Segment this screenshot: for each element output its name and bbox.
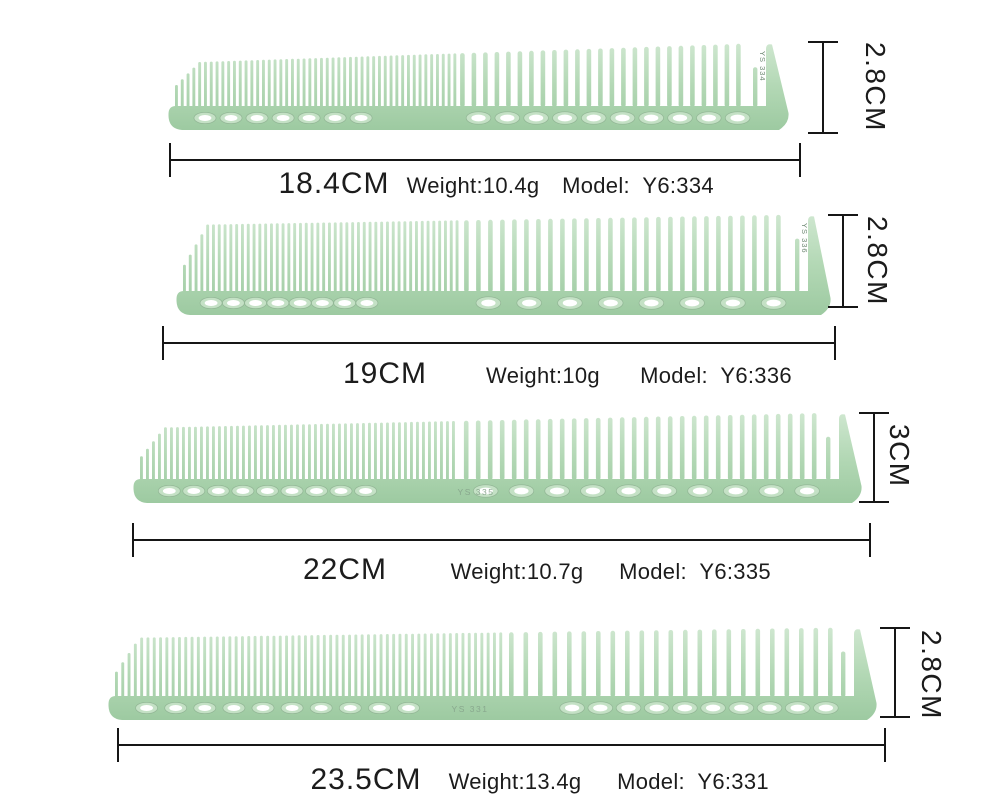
dimension-cap [884,728,886,762]
comb-image: YS 331 [108,627,877,720]
length-dimension-line [118,744,885,746]
length-label: 18.4CM [278,167,390,200]
height-label: 2.8CM [862,216,893,306]
height-label: 2.8CM [916,630,947,720]
dimension-cap [828,214,858,216]
comb-print-text: YS 335 [458,487,495,497]
model-label: Model: Y6:335 [619,559,771,584]
dimension-cap [828,306,858,308]
dimension-cap [859,412,889,414]
dimension-cap [880,627,910,629]
comb-print-text: YS 336 [800,223,809,254]
comb-print-text: YS 331 [452,704,489,714]
length-label: 19CM [342,357,428,390]
dimension-cap [169,143,171,177]
height-label: 3CM [884,424,915,488]
length-label: 23.5CM [310,763,422,796]
model-label: Model: Y6:334 [562,173,714,198]
dimension-cap [808,132,838,134]
dimension-cap [162,326,164,360]
height-dimension-line [873,413,875,502]
dimension-cap [834,326,836,360]
dimension-cap [132,523,134,557]
dimension-cap [859,501,889,503]
height-label: 2.8CM [860,42,891,132]
length-label: 22CM [302,553,388,586]
dimension-cap [799,143,801,177]
dimension-cap [117,728,119,762]
length-dimension-line [163,342,835,344]
weight-label: Weight:10g [486,363,600,388]
weight-label: Weight:13.4g [448,769,582,794]
dimension-cap [869,523,871,557]
dimension-cap [808,41,838,43]
comb-image: YS 334 [168,43,789,130]
comb-print-text: YS 334 [758,51,767,82]
comb-image: YS 336 [176,214,831,315]
height-dimension-line [842,215,844,307]
model-label: Model: Y6:336 [640,363,792,388]
weight-label: Weight:10.7g [450,559,584,584]
length-dimension-line [170,159,800,161]
comb-image: YS 335 [133,413,862,503]
height-dimension-line [822,42,824,133]
model-label: Model: Y6:331 [617,769,769,794]
height-dimension-line [894,628,896,717]
length-dimension-line [133,539,870,541]
weight-label: Weight:10.4g [406,173,540,198]
dimension-cap [880,716,910,718]
